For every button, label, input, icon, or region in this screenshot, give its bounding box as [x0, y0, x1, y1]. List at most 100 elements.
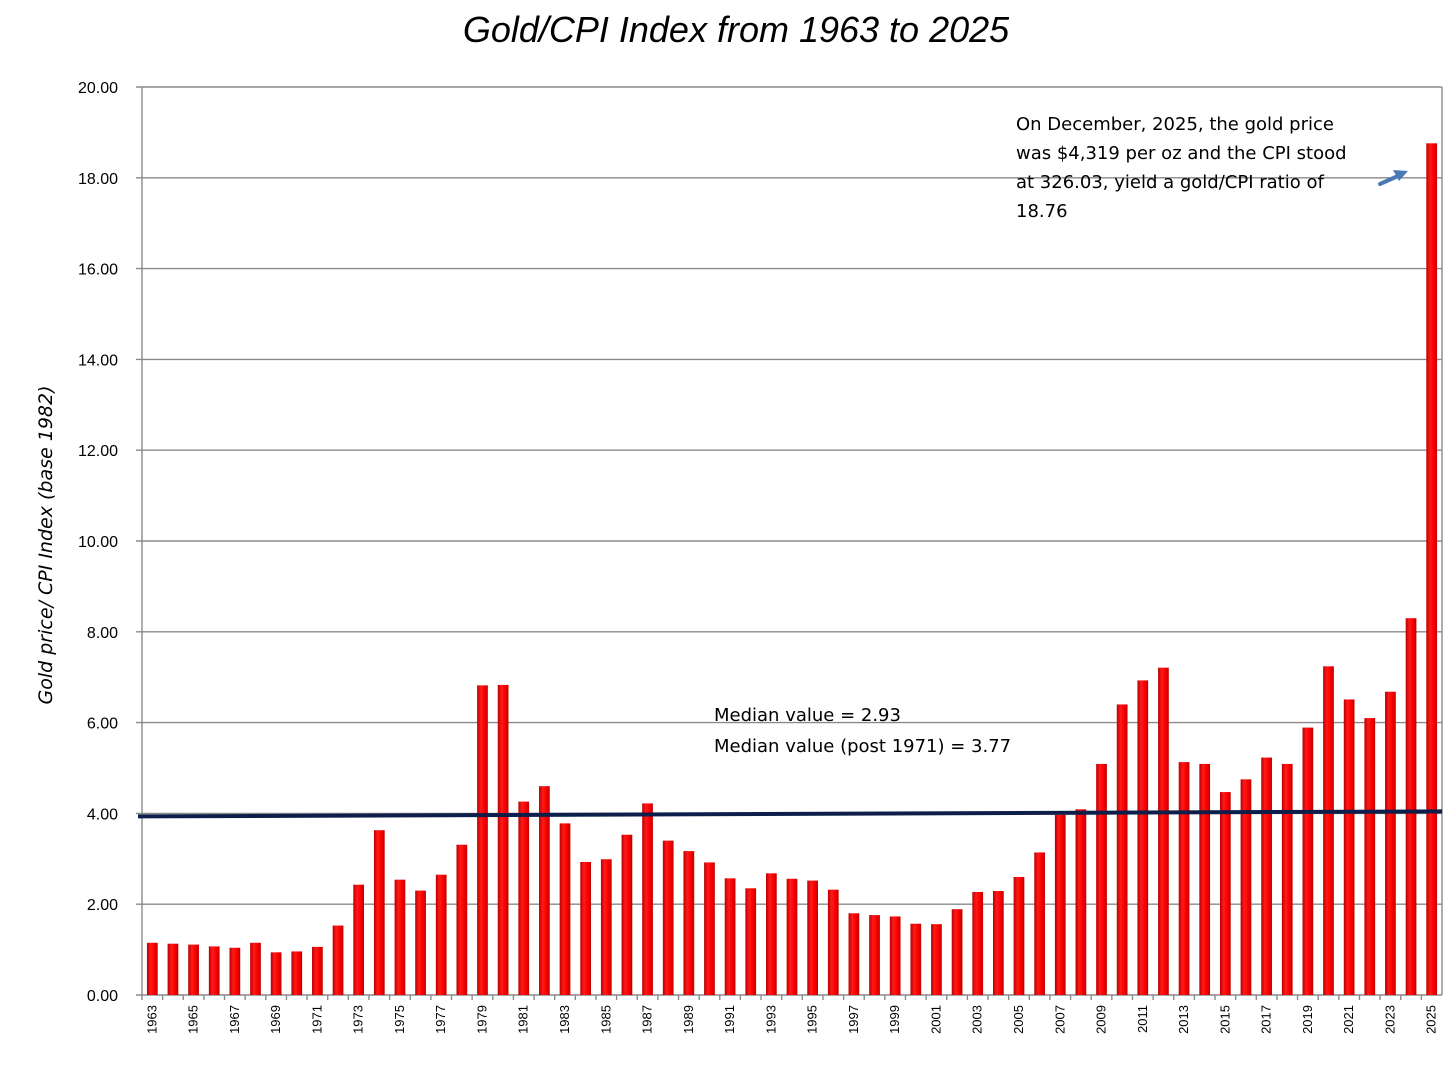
x-tick-labels: 1963 1965 1967 1969 1971 1973 1975 1977 1979 1981… [141, 995, 1439, 1034]
callout-line-1: On December, 2025, the gold price [1016, 114, 1334, 135]
callout-arrow [1378, 170, 1408, 186]
bar-2017 [1261, 757, 1272, 995]
bar-1990 [704, 862, 715, 995]
callout-line-3: at 326.03, yield a gold/CPI ratio of [1016, 172, 1324, 193]
x-tick-label: 1969 [268, 1005, 283, 1034]
x-tick-label: 1967 [227, 1005, 242, 1034]
y-axis-label: Gold price/ CPI Index (base 1982) [35, 385, 57, 704]
x-tick-label: 1997 [846, 1005, 861, 1034]
bar-1986 [621, 834, 633, 995]
bar-2003 [972, 891, 984, 995]
x-tick-label: 2007 [1052, 1005, 1067, 1034]
bar-1981 [518, 801, 530, 995]
y-tick-label: 6.00 [87, 716, 118, 733]
x-tick-label: 1963 [144, 1005, 159, 1034]
bar-1976 [415, 890, 426, 995]
y-tick-label: 12.00 [78, 443, 118, 460]
bar-1992 [745, 888, 757, 995]
bar-1964 [167, 943, 179, 995]
bar-1968 [250, 942, 261, 995]
bar-series [146, 143, 1438, 995]
y-tick-label: 18.00 [78, 171, 118, 188]
x-tick-label: 2011 [1135, 1005, 1150, 1033]
bar-2001 [931, 924, 942, 995]
bar-2013 [1178, 762, 1190, 995]
bar-2012 [1158, 667, 1169, 995]
bar-1979 [477, 685, 488, 995]
median-line [137, 809, 1443, 819]
bar-2006 [1034, 852, 1045, 995]
bar-2021 [1343, 699, 1355, 995]
bar-1978 [456, 844, 468, 995]
x-tick-label: 2021 [1341, 1005, 1356, 1034]
x-tick-label: 1981 [516, 1005, 531, 1034]
x-tick-label: 1989 [681, 1005, 696, 1034]
bar-1993 [766, 873, 777, 995]
bar-2010 [1116, 704, 1128, 995]
bar-2000 [910, 923, 922, 995]
y-tick-label: 0.00 [87, 988, 118, 1005]
bar-1985 [600, 859, 612, 995]
x-tick-label: 1983 [557, 1005, 572, 1034]
bar-2007 [1054, 814, 1066, 995]
bar-1982 [539, 786, 550, 995]
bar-1966 [208, 946, 220, 995]
bar-2025 [1426, 143, 1438, 995]
median-annotation-1: Median value = 2.93 [714, 705, 901, 726]
bar-1998 [869, 915, 880, 995]
bar-1972 [332, 925, 344, 995]
bar-1994 [786, 878, 798, 995]
bar-2022 [1364, 718, 1376, 995]
x-tick-label: 2025 [1424, 1005, 1439, 1034]
bar-1989 [683, 851, 695, 995]
x-tick-label: 2003 [970, 1005, 985, 1034]
bar-2008 [1075, 809, 1087, 995]
bar-2009 [1096, 763, 1107, 995]
x-tick-label: 2013 [1176, 1005, 1191, 1034]
bar-2011 [1137, 680, 1149, 995]
bar-1963 [146, 942, 158, 995]
bar-1967 [229, 947, 241, 995]
bar-1974 [373, 830, 385, 995]
x-tick-label: 1995 [805, 1005, 820, 1034]
bar-1999 [889, 916, 901, 995]
x-tick-label: 2009 [1094, 1005, 1109, 1034]
bar-1977 [435, 874, 447, 995]
bar-2019 [1302, 727, 1314, 995]
bar-1971 [312, 946, 323, 995]
x-tick-label: 1973 [351, 1005, 366, 1034]
bar-1996 [827, 889, 839, 995]
callout-line-4: 18.76 [1016, 201, 1068, 222]
x-tick-label: 1999 [887, 1005, 902, 1034]
bar-2014 [1199, 763, 1211, 995]
y-tick-label: 2.00 [87, 897, 118, 914]
bar-2016 [1240, 779, 1252, 995]
bar-2023 [1385, 691, 1396, 995]
bar-1973 [353, 884, 365, 995]
bar-2020 [1323, 666, 1334, 995]
x-tick-label: 2015 [1217, 1005, 1232, 1034]
y-tick-label: 20.00 [78, 80, 118, 97]
bar-1984 [580, 861, 592, 995]
y-tick-label: 10.00 [78, 534, 118, 551]
chart-title: Gold/CPI Index from 1963 to 2025 [463, 9, 1010, 50]
bar-1965 [188, 944, 199, 995]
x-tick-label: 1971 [309, 1005, 324, 1034]
x-tick-label: 2017 [1259, 1005, 1274, 1034]
y-tick-label: 4.00 [87, 806, 118, 823]
bar-2015 [1219, 792, 1231, 995]
bar-2024 [1405, 618, 1417, 995]
x-tick-label: 1991 [722, 1005, 737, 1034]
bar-1983 [559, 823, 571, 995]
x-tick-label: 1987 [640, 1005, 655, 1034]
gridlines [136, 86, 1443, 996]
bar-2004 [992, 891, 1004, 995]
y-tick-labels: 0.00 2.00 4.00 6.00 8.00 10.00 12.00 14.00 16.00… [78, 80, 118, 1005]
bar-1969 [270, 952, 282, 995]
bar-2002 [951, 909, 963, 995]
x-tick-label: 2023 [1382, 1005, 1397, 1034]
x-tick-label: 1977 [433, 1005, 448, 1034]
callout-line-2: was $4,319 per oz and the CPI stood [1016, 143, 1347, 164]
bar-1988 [662, 840, 674, 995]
bar-1970 [291, 951, 303, 995]
